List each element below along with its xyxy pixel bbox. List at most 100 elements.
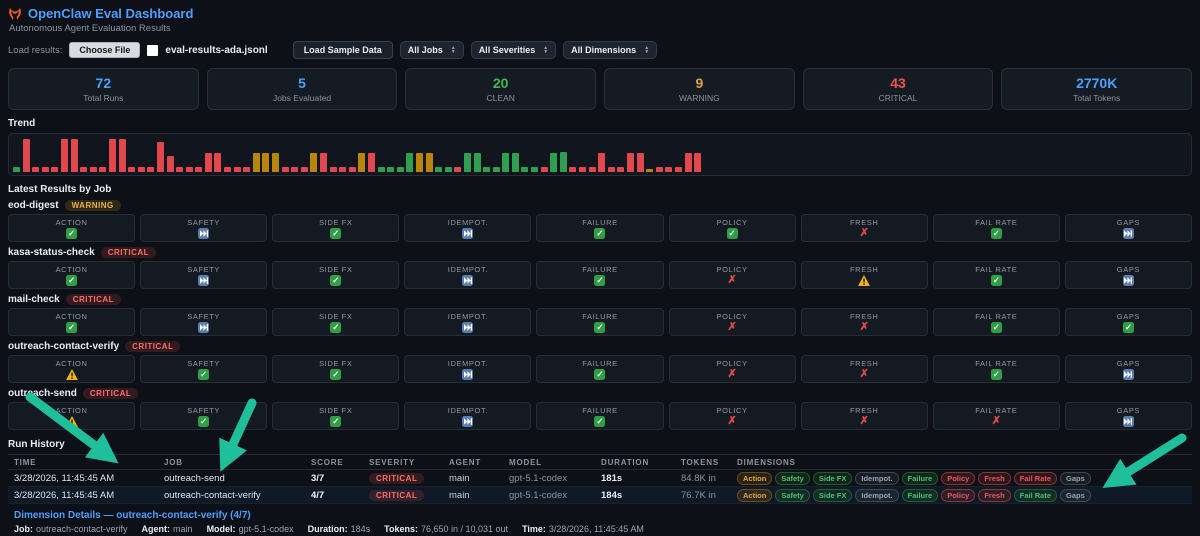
stat-value: 43 — [890, 75, 906, 91]
table-row-outreach-contact-verify[interactable]: 3/28/2026, 11:45:45 AMoutreach-contact-v… — [8, 487, 1192, 504]
meta-value: main — [173, 524, 193, 534]
dimension-label: ACTION — [56, 265, 88, 274]
dimension-label: FAILURE — [582, 406, 617, 415]
filter-select-all-jobs[interactable]: All Jobs▲▼ — [400, 41, 464, 59]
dimension-label: POLICY — [717, 312, 748, 321]
trend-bar — [589, 167, 596, 172]
dimension-cell-safety: SAFETY — [140, 214, 267, 242]
dimension-label: IDEMPOT. — [448, 312, 488, 321]
choose-file-button[interactable]: Choose File — [69, 42, 140, 58]
stat-value: 5 — [298, 75, 306, 91]
pass-icon: ✓ — [594, 322, 605, 333]
dimension-label: FAIL RATE — [975, 218, 1017, 227]
meta-label: Job: — [14, 524, 33, 534]
trend-bar — [291, 167, 298, 172]
job-dimension-row: ACTIONSAFETY✓SIDE FX✓IDEMPOT.FAILURE✓POL… — [8, 355, 1192, 383]
trend-bar — [42, 167, 49, 172]
trend-bar — [205, 153, 212, 172]
dimension-label: FRESH — [850, 406, 878, 415]
job-name-row: eod-digestWARNING — [8, 200, 1192, 211]
badge-policy: Policy — [941, 472, 975, 485]
dimension-cell-idempot: IDEMPOT. — [404, 214, 531, 242]
trend-bar — [579, 167, 586, 172]
badge-action: Action — [737, 489, 772, 502]
badge-fresh: Fresh — [978, 489, 1010, 502]
trend-bar — [646, 169, 653, 173]
column-header-duration: DURATION — [601, 458, 681, 467]
trend-bar — [80, 167, 87, 172]
dimension-label: SAFETY — [187, 406, 220, 415]
trend-chart — [8, 133, 1192, 176]
latest-results-title: Latest Results by Job — [8, 184, 1192, 195]
dimension-label: FRESH — [850, 312, 878, 321]
meta-value: gpt-5.1-codex — [239, 524, 294, 534]
history-header-row: TIMEJOBSCORESEVERITYAGENTMODELDURATIONTO… — [8, 454, 1192, 470]
trend-bar — [502, 153, 509, 172]
skip-icon — [462, 322, 473, 333]
job-name-row: outreach-sendCRITICAL — [8, 388, 1192, 399]
pass-icon: ✓ — [330, 369, 341, 380]
job-name-row: mail-checkCRITICAL — [8, 294, 1192, 305]
trend-bar — [61, 139, 68, 172]
cell: gpt-5.1-codex — [509, 490, 601, 501]
trend-bar — [90, 167, 97, 172]
job-block-mail-check: mail-checkCRITICALACTION✓SAFETYSIDE FX✓I… — [8, 294, 1192, 336]
job-name-row: outreach-contact-verifyCRITICAL — [8, 341, 1192, 352]
load-sample-data-button[interactable]: Load Sample Data — [293, 41, 393, 59]
trend-bar — [262, 153, 269, 172]
badge-fresh: Fresh — [978, 472, 1010, 485]
dimension-cell-safety: SAFETY✓ — [140, 355, 267, 383]
job-block-outreach-contact-verify: outreach-contact-verifyCRITICALACTIONSAF… — [8, 341, 1192, 383]
trend-bar — [685, 153, 692, 172]
trend-bar — [349, 167, 356, 172]
dimension-cell-action: ACTION — [8, 355, 135, 383]
latest-results-list: eod-digestWARNINGACTION✓SAFETYSIDE FX✓ID… — [8, 200, 1192, 430]
meta-label: Agent: — [142, 524, 171, 534]
dimension-label: SIDE FX — [319, 312, 352, 321]
trend-bar — [157, 142, 164, 172]
trend-bar — [214, 153, 221, 172]
cell: main — [449, 490, 509, 501]
filter-select-value: All Jobs — [408, 45, 443, 55]
badge-idempot: Idempot. — [855, 489, 898, 502]
job-block-kasa-status-check: kasa-status-checkCRITICALACTION✓SAFETYSI… — [8, 247, 1192, 289]
dimension-cell-gaps: GAPS — [1065, 355, 1192, 383]
trend-bar — [13, 167, 20, 172]
dimension-cell-fresh: FRESH✗ — [801, 402, 928, 430]
dimension-cell-policy: POLICY✗ — [669, 402, 796, 430]
pass-icon: ✓ — [330, 275, 341, 286]
skip-icon — [198, 322, 209, 333]
meta-value: 3/28/2026, 11:45:45 AM — [549, 524, 644, 534]
stat-card-jobs-evaluated: 5Jobs Evaluated — [207, 68, 398, 110]
dimension-cell-safety: SAFETY — [140, 308, 267, 336]
dimension-cell-side-fx: SIDE FX✓ — [272, 355, 399, 383]
pass-icon: ✓ — [1123, 322, 1134, 333]
column-header-agent: AGENT — [449, 458, 509, 467]
run-history-table: TIMEJOBSCORESEVERITYAGENTMODELDURATIONTO… — [8, 454, 1192, 536]
table-row-outreach-send[interactable]: 3/28/2026, 11:45:45 AMoutreach-send3/7CR… — [8, 470, 1192, 487]
dimension-label: SAFETY — [187, 265, 220, 274]
pass-icon: ✓ — [330, 322, 341, 333]
trend-bar — [368, 153, 375, 172]
pass-icon: ✓ — [594, 416, 605, 427]
dimension-label: FRESH — [850, 265, 878, 274]
dimension-label: IDEMPOT. — [448, 218, 488, 227]
trend-bar — [445, 167, 452, 172]
dimension-label: SAFETY — [187, 359, 220, 368]
toolbar: Load results: Choose File eval-results-a… — [8, 41, 1192, 59]
filter-select-all-severities[interactable]: All Severities▲▼ — [471, 41, 556, 59]
filter-select-all-dimensions[interactable]: All Dimensions▲▼ — [563, 41, 657, 59]
cell-severity: CRITICAL — [369, 490, 449, 501]
meta-time: Time:3/28/2026, 11:45:45 AM — [522, 524, 644, 534]
trend-bar — [426, 153, 433, 172]
cell: 84.8K in — [681, 473, 737, 484]
trend-bar — [454, 167, 461, 172]
skip-icon — [198, 228, 209, 239]
meta-agent: Agent:main — [142, 524, 193, 534]
pass-icon: ✓ — [66, 275, 77, 286]
filter-selects: All Jobs▲▼ All Severities▲▼ All Dimensions… — [400, 41, 657, 59]
trend-bar — [243, 167, 250, 172]
job-name: mail-check — [8, 294, 60, 305]
column-header-dimensions: DIMENSIONS — [737, 458, 1192, 467]
severity-badge: WARNING — [65, 200, 121, 211]
